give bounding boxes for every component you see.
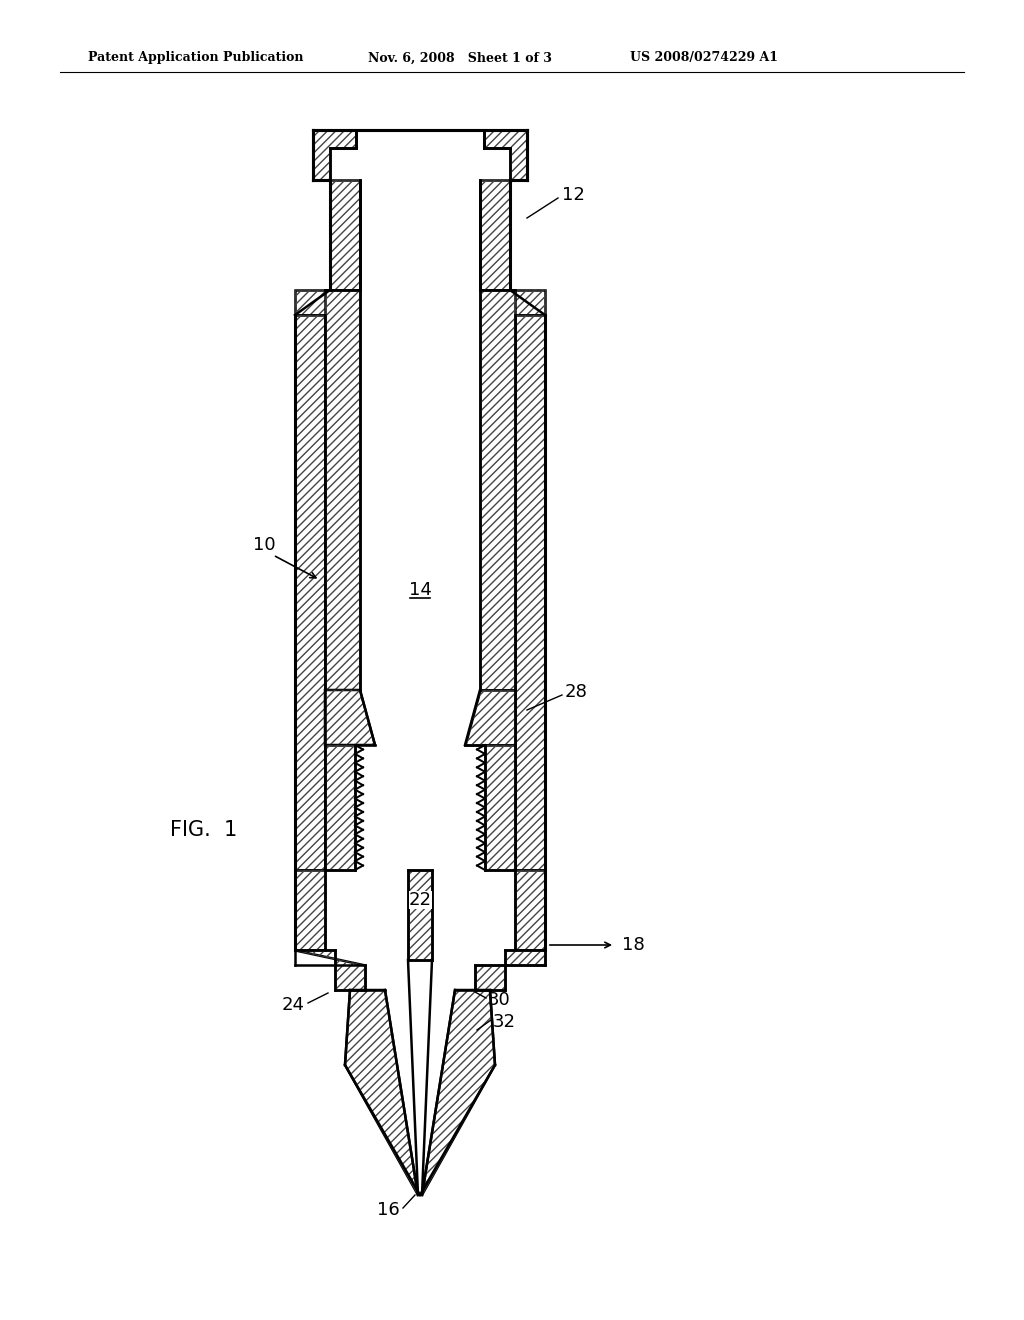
Polygon shape [475,950,545,990]
Polygon shape [325,690,375,744]
Text: US 2008/0274229 A1: US 2008/0274229 A1 [630,51,778,65]
Text: 14: 14 [409,581,431,599]
Polygon shape [295,315,325,870]
Polygon shape [325,290,360,690]
Text: Patent Application Publication: Patent Application Publication [88,51,303,65]
Polygon shape [465,690,515,744]
Polygon shape [345,990,418,1195]
Text: 32: 32 [493,1012,516,1031]
Polygon shape [295,950,365,990]
Text: 10: 10 [253,536,275,554]
Polygon shape [485,744,515,870]
Polygon shape [484,129,527,180]
Text: 22: 22 [409,891,431,909]
Polygon shape [515,315,545,870]
Text: 12: 12 [562,186,585,205]
Text: Nov. 6, 2008   Sheet 1 of 3: Nov. 6, 2008 Sheet 1 of 3 [368,51,552,65]
Text: 28: 28 [565,682,588,701]
Polygon shape [515,870,545,950]
Polygon shape [510,290,545,315]
Text: FIG.  1: FIG. 1 [170,820,238,840]
Polygon shape [295,870,325,950]
Polygon shape [295,290,330,315]
Text: 24: 24 [282,997,305,1014]
Polygon shape [422,990,495,1195]
Polygon shape [330,180,360,290]
Text: 30: 30 [488,991,511,1008]
Polygon shape [408,870,432,960]
Polygon shape [480,290,515,690]
Polygon shape [480,180,510,290]
Polygon shape [313,129,356,180]
Text: 18: 18 [622,936,645,954]
Text: 16: 16 [377,1201,400,1218]
Polygon shape [325,744,355,870]
